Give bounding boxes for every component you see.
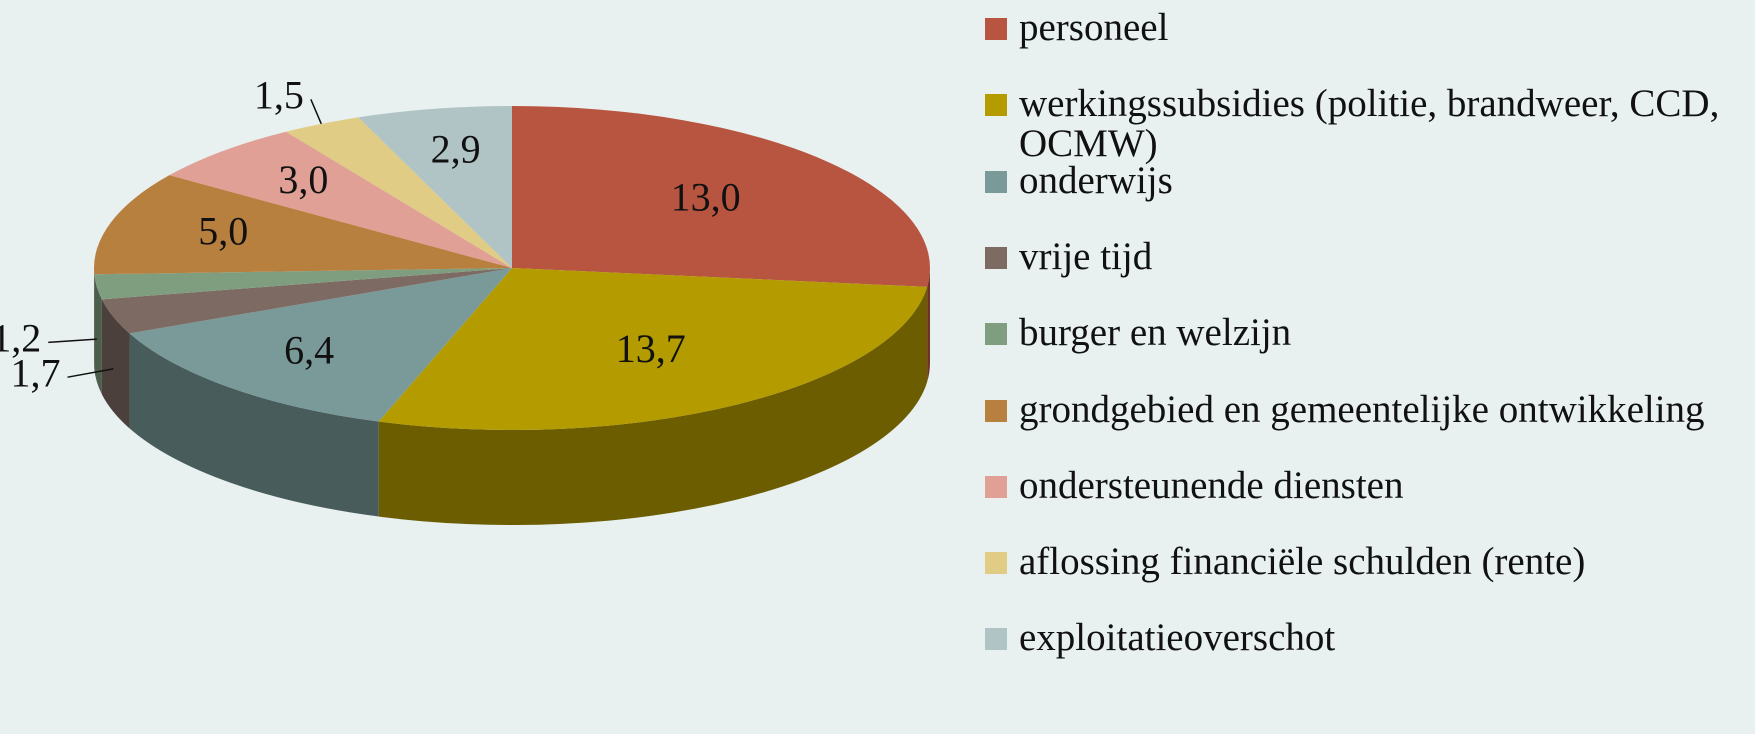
data-label: 5,0 [198, 208, 248, 253]
chart: 13,0 13,7 6,4 1,71,2 5,0 3,0 1,5 2,9 [0, 73, 930, 525]
legend-item: onderwijs [985, 158, 1750, 202]
leader-line [48, 338, 97, 344]
legend-label: aflossing financiële schulden (rente) [1019, 540, 1586, 584]
legend-label: exploitatieoverschot [1019, 616, 1336, 660]
legend-item: exploitatieoverschot [985, 618, 1750, 658]
slice-side [378, 286, 928, 525]
legend-label: grondgebied en gemeentelijke ontwikkelin… [1019, 387, 1705, 431]
legend-swatch [985, 628, 1007, 651]
legend-label: vrije tijd [1019, 234, 1153, 278]
legend-item: ondersteunende diensten [985, 463, 1750, 507]
slice-side [94, 274, 102, 395]
slice [378, 268, 928, 431]
legend-swatch [985, 170, 1007, 193]
legend-item: aflossing financiële schulden (rente) [985, 542, 1750, 582]
legend-swatch [985, 323, 1007, 346]
data-label: 1,7 [11, 350, 61, 395]
legend-swatch [985, 399, 1007, 422]
slice [358, 106, 512, 268]
legend-label: ondersteunende diensten [1019, 463, 1404, 507]
legend-swatch [985, 94, 1007, 117]
leader-line [310, 99, 322, 125]
legend: personeel werkingssubsidies (politie, bra… [985, 0, 1755, 734]
legend-swatch [985, 18, 1007, 40]
legend-item: burger en welzijn [985, 313, 1750, 353]
legend-label: burger en welzijn [1019, 311, 1292, 355]
legend-swatch [985, 475, 1007, 498]
slice-side [927, 268, 930, 382]
legend-swatch [985, 552, 1007, 575]
slice [94, 175, 512, 275]
leader-line [67, 368, 114, 378]
data-label: 2,9 [431, 127, 481, 172]
legend-label: werkingssubsidies (politie, brandweer, C… [1019, 82, 1720, 166]
data-label: 1,5 [254, 73, 304, 118]
legend-label: onderwijs [1019, 158, 1173, 202]
slice [512, 106, 930, 287]
legend-label: personeel [1019, 6, 1169, 49]
slice [101, 268, 512, 334]
slice [129, 268, 512, 422]
slice [169, 131, 512, 268]
data-label: 13,0 [671, 174, 741, 219]
slice [94, 268, 512, 300]
legend-item: personeel [985, 8, 1750, 48]
slice-side [129, 333, 379, 517]
legend-item: grondgebied en gemeentelijke ontwikkelin… [985, 387, 1750, 431]
data-label: 3,0 [278, 157, 328, 202]
slice-side [101, 299, 130, 429]
data-label: 1,2 [0, 316, 41, 361]
data-label: 13,7 [616, 326, 686, 371]
slice [286, 117, 512, 268]
legend-item: werkingssubsidies (politie, brandweer, C… [985, 84, 1750, 164]
legend-swatch [985, 246, 1007, 269]
legend-item: vrije tijd [985, 234, 1750, 278]
data-label: 6,4 [284, 327, 334, 372]
